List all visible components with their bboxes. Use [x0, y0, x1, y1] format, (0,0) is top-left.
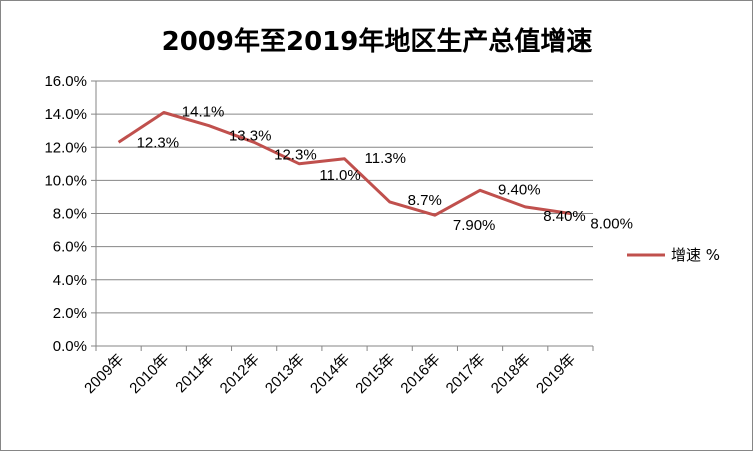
x-tick-label: 2014年 [307, 351, 353, 397]
x-tick-label: 2016年 [397, 351, 443, 397]
gridlines [91, 80, 593, 347]
data-label: 9.40% [498, 181, 541, 198]
y-tick-label: 10.0% [44, 172, 87, 189]
y-tick-label: 16.0% [44, 73, 87, 90]
data-label: 8.40% [543, 208, 586, 225]
data-label: 12.3% [274, 146, 317, 163]
x-tick-label: 2015年 [352, 351, 398, 397]
y-tick-label: 12.0% [44, 139, 87, 156]
data-label: 11.0% [319, 167, 360, 184]
x-tick-label: 2011年 [172, 351, 217, 396]
chart-title: 2009年至2019年地区生产总值增速 [162, 26, 593, 57]
y-tick-label: 2.0% [53, 305, 87, 322]
y-tick-label: 14.0% [44, 106, 87, 123]
series-line [117, 111, 571, 217]
axes: 0.0% 2.0% 4.0% 6.0% 8.0% 10.0% 12.0% 14.0% 16.0%… [44, 73, 594, 397]
x-tick-label: 2010年 [126, 351, 172, 397]
data-labels: 12.3%14.1%13.3%12.3%11.0%11.3%8.7%7.90%9… [137, 103, 633, 234]
y-tick-label: 6.0% [53, 239, 87, 256]
x-tick-label: 2017年 [443, 351, 489, 397]
series-layer [117, 111, 571, 217]
x-tick-label: 2009年 [81, 351, 127, 397]
x-tick-label: 2018年 [488, 351, 534, 397]
data-label: 7.90% [453, 217, 496, 234]
x-tick-label: 2019年 [533, 351, 579, 397]
legend: 增速 % [627, 246, 720, 264]
data-label: 13.3% [229, 128, 272, 145]
y-tick-label: 8.0% [53, 206, 87, 223]
data-label: 12.3% [137, 134, 180, 151]
y-tick-label: 4.0% [53, 272, 87, 289]
data-label: 8.00% [590, 216, 633, 233]
x-tick-label: 2013年 [262, 351, 308, 397]
x-tick-label: 2012年 [217, 351, 263, 397]
data-label: 14.1% [182, 103, 225, 120]
data-label: 8.7% [408, 192, 442, 209]
y-tick-label: 0.0% [53, 338, 87, 355]
data-label: 11.3% [365, 150, 406, 167]
legend-label: 增速 % [671, 246, 720, 264]
